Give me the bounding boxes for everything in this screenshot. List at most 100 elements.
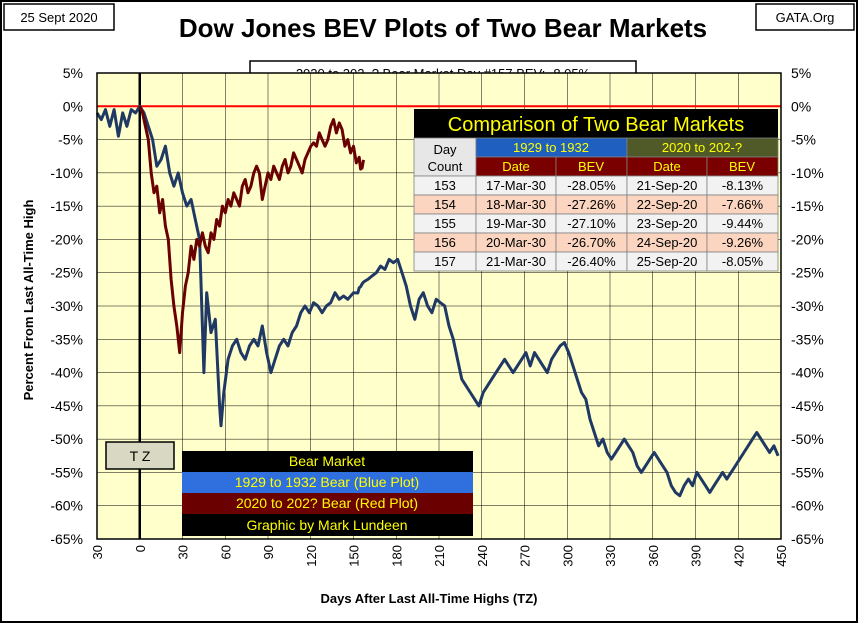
x-tick-label: 390 <box>689 545 704 567</box>
x-tick-label: 270 <box>518 545 533 567</box>
y-tick-label-right: -10% <box>791 165 824 181</box>
table-cell-text: 17-Mar-30 <box>486 178 546 193</box>
x-tick-label: 30 <box>90 545 105 559</box>
subheader-bev-2-label: BEV <box>729 159 755 174</box>
table-cell-text: -7.66% <box>722 197 764 212</box>
x-axis-title: Days After Last All-Time Highs (TZ) <box>321 591 538 606</box>
series-line-2020 <box>138 105 365 355</box>
x-tick-label: 240 <box>475 545 490 567</box>
table-cell-text: 23-Sep-20 <box>637 216 698 231</box>
source-box <box>755 3 855 31</box>
x-tick-label: 180 <box>389 545 404 567</box>
series-group <box>95 104 780 498</box>
comparison-table: Comparison of Two Bear Markets Day Count… <box>413 109 779 272</box>
y-tick-label-right: 0% <box>791 98 811 114</box>
table-title-bg <box>414 109 778 138</box>
x-tick-label: 360 <box>646 545 661 567</box>
y-tick-label-left: 0% <box>63 98 83 114</box>
date-box <box>3 3 115 31</box>
y-tick-label-right: -35% <box>791 331 824 347</box>
table-cell-text: 154 <box>434 197 456 212</box>
y-tick-label-left: -45% <box>50 398 83 414</box>
table-cell-text: 22-Sep-20 <box>637 197 698 212</box>
legend-red-label: 2020 to 202? Bear (Red Plot) <box>236 495 418 511</box>
legend: Bear Market 1929 to 1932 Bear (Blue Plot… <box>182 451 473 536</box>
table-cell-text: -9.26% <box>722 235 764 250</box>
legend-credit-bg <box>182 514 473 536</box>
day-header-line2: Count <box>428 159 463 174</box>
y-tick-label-left: -10% <box>50 165 83 181</box>
x-tick-label: 0 <box>133 545 148 552</box>
y-tick-label-right: -50% <box>791 431 824 447</box>
subheader-date-1-label: Date <box>502 159 529 174</box>
table-cell-text: 21-Mar-30 <box>486 254 546 269</box>
y-axis-left: 5% 0% -5% -10% -15% -20% -25% -30% -35% -40% -45% -… <box>50 65 83 547</box>
x-tick-label: 300 <box>560 545 575 567</box>
table-cell-text: 18-Mar-30 <box>486 197 546 212</box>
y-tick-label-right: -5% <box>791 132 816 148</box>
table-cell-text: -9.44% <box>722 216 764 231</box>
tz-label: T Z <box>130 448 151 464</box>
x-tick-label: 30 <box>176 545 191 559</box>
legend-title: Bear Market <box>289 453 365 469</box>
table-cell-text: 20-Mar-30 <box>486 235 546 250</box>
tz-box <box>105 441 175 470</box>
x-tick-label: 420 <box>731 545 746 567</box>
x-tick-label: 120 <box>304 545 319 567</box>
table-cell-text: 25-Sep-20 <box>637 254 698 269</box>
table-cell-text: 155 <box>434 216 456 231</box>
x-axis: 30 0 30 60 90 120 150 180 210 240 270 300 330 360 390 4… <box>90 545 789 567</box>
y-tick-label-right: -30% <box>791 298 824 314</box>
y-tick-label-left: -40% <box>50 365 83 381</box>
table-cell-text: 21-Sep-20 <box>637 178 698 193</box>
legend-title-bg <box>182 451 473 472</box>
group-2020-label: 2020 to 202-? <box>662 140 742 155</box>
y-tick-label-left: -55% <box>50 464 83 480</box>
table-cell-text: -28.05% <box>567 178 616 193</box>
x-tick-label: 90 <box>261 545 276 559</box>
y-tick-label-left: -50% <box>50 431 83 447</box>
table-cell-text: -26.70% <box>567 235 616 250</box>
table-cell-text: 157 <box>434 254 456 269</box>
table-cell-text: -27.10% <box>567 216 616 231</box>
source-label: GATA.Org <box>776 10 835 25</box>
series-line-1929 <box>95 104 780 498</box>
y-tick-label-left: -5% <box>58 132 83 148</box>
table-cell-text: -8.05% <box>722 254 764 269</box>
table-cell-text: 24-Sep-20 <box>637 235 698 250</box>
y-tick-label-right: -60% <box>791 498 824 514</box>
y-tick-label-left: -65% <box>50 531 83 547</box>
group-1929-label: 1929 to 1932 <box>513 140 589 155</box>
y-tick-label-left: -35% <box>50 331 83 347</box>
x-tick-label: 210 <box>432 545 447 567</box>
table-cell-text: -26.40% <box>567 254 616 269</box>
legend-blue-label: 1929 to 1932 Bear (Blue Plot) <box>235 474 419 490</box>
table-cell-text: 153 <box>434 178 456 193</box>
x-tick-label: 450 <box>774 545 789 567</box>
subheader-date-2-label: Date <box>653 159 680 174</box>
table-body: 153 17-Mar-30 -28.05% 21-Sep-20 -8.13% 154 18-… <box>413 175 779 272</box>
legend-credit-label: Graphic by Mark Lundeen <box>246 517 407 533</box>
table-title: Comparison of Two Bear Markets <box>448 114 744 136</box>
table-cell-text: 156 <box>434 235 456 250</box>
chart-title: Dow Jones BEV Plots of Two Bear Markets <box>179 13 707 43</box>
day-header-line1: Day <box>433 142 457 157</box>
x-tick-label: 330 <box>603 545 618 567</box>
date-label: 25 Sept 2020 <box>20 10 97 25</box>
y-tick-label-right: -15% <box>791 198 824 214</box>
y-tick-label-right: -25% <box>791 265 824 281</box>
legend-red-bg <box>182 493 473 514</box>
table-cell <box>706 251 779 272</box>
y-tick-label-left: -60% <box>50 498 83 514</box>
y-axis-title: Percent From Last All-Time High <box>21 200 36 401</box>
x-tick-label: 150 <box>347 545 362 567</box>
plot-border <box>96 72 782 540</box>
y-tick-label-left: -15% <box>50 198 83 214</box>
subheader-bev-1-label: BEV <box>578 159 604 174</box>
y-tick-label-right: -45% <box>791 398 824 414</box>
y-tick-label-left: -30% <box>50 298 83 314</box>
legend-blue-bg <box>182 472 473 493</box>
day-count-header-cell <box>413 137 477 177</box>
table-cell-text: -8.13% <box>722 178 764 193</box>
